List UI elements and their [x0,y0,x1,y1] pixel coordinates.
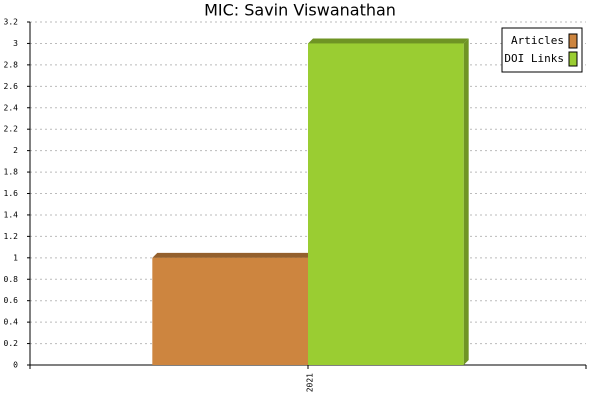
legend: Articles DOI Links [501,27,583,73]
chart-title: MIC: Savin Viswanathan [204,1,396,20]
bar-group [308,38,469,365]
x-tick-label: 2021 [306,373,315,392]
legend-swatch [568,33,578,49]
y-tick-label: 2.8 [4,60,19,69]
bar-top [152,252,313,258]
bar [152,257,308,365]
y-tick-label: 1.4 [4,210,19,219]
y-tick-label: 0.4 [4,318,19,327]
y-tick-label: 0 [13,361,18,370]
y-tick-label: 2.4 [4,103,19,112]
y-tick-label: 1.8 [4,168,19,177]
legend-label: Articles [511,34,564,47]
y-tick-label: 0.8 [4,275,19,284]
y-tick-label: 3.2 [4,18,19,27]
y-tick-label: 1.2 [4,232,19,241]
y-tick-label: 2 [13,146,18,155]
bar-side [463,38,469,365]
y-tick-label: 2.6 [4,82,19,91]
legend-label: DOI Links [504,52,564,65]
bar [308,43,464,365]
bar-top [308,38,469,44]
y-tick-label: 1.6 [4,189,19,198]
y-tick-label: 2.2 [4,125,19,134]
bar-group [152,252,313,365]
y-tick-label: 0.6 [4,296,19,305]
y-tick-label: 0.2 [4,339,19,348]
y-tick-label: 3 [13,39,18,48]
y-tick-label: 1 [13,253,18,262]
legend-swatch [568,51,578,67]
